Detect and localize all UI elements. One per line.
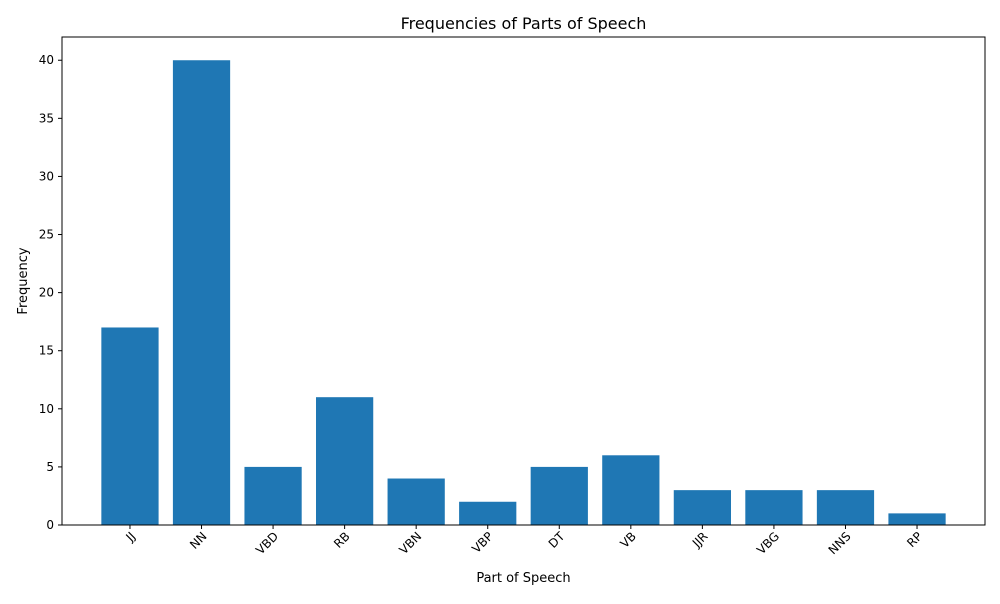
y-tick-label: 10 [39, 402, 54, 416]
bar-vbg [745, 490, 803, 525]
y-tick-label: 20 [39, 286, 54, 300]
y-tick-label: 35 [39, 111, 54, 125]
bar-vbp [459, 501, 517, 525]
y-axis-ticks: 0 5 10 15 20 25 30 35 40 [39, 53, 62, 532]
bar-vbn [387, 478, 445, 525]
bar-nns [816, 490, 875, 525]
bar-rb [316, 397, 374, 525]
x-tick-label: VB [617, 529, 639, 551]
bar-dt [530, 466, 588, 525]
y-tick-label: 30 [39, 169, 54, 183]
bar-vbd [244, 466, 302, 525]
bar-jjr [673, 490, 731, 525]
x-tick-label: VBG [754, 529, 782, 557]
y-axis-label: Frequency [16, 247, 31, 314]
y-tick-label: 25 [39, 228, 54, 242]
y-tick-label: 15 [39, 344, 54, 358]
bars-group [101, 60, 946, 526]
x-tick-label: RB [331, 529, 353, 551]
x-axis-ticks: JJ NN VBD RB VBN VBP DT VB JJR VBG NNS RP [122, 525, 925, 557]
y-tick-label: 40 [39, 53, 54, 67]
x-tick-label: VBP [469, 529, 496, 556]
x-tick-label: NNS [826, 529, 854, 557]
bar-nn [172, 60, 231, 526]
x-tick-label: JJ [122, 529, 138, 545]
x-tick-label: VBN [396, 529, 424, 557]
y-tick-label: 0 [46, 518, 54, 532]
bar-rp [888, 513, 946, 525]
bar-vb [602, 455, 660, 525]
x-tick-label: JJR [689, 529, 711, 551]
x-tick-label: RP [904, 529, 925, 550]
x-tick-label: DT [546, 529, 568, 551]
y-tick-label: 5 [46, 460, 54, 474]
chart-title: Frequencies of Parts of Speech [401, 14, 647, 33]
x-tick-label: VBD [253, 529, 281, 557]
x-axis-label: Part of Speech [476, 571, 570, 586]
bar-jj [101, 327, 159, 525]
plot-frame [61, 36, 986, 526]
x-tick-label: NN [187, 529, 210, 552]
